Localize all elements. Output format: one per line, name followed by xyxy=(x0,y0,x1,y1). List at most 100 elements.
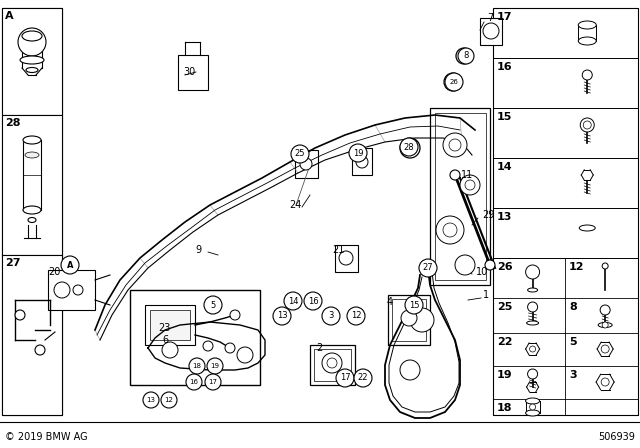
Text: 13: 13 xyxy=(276,311,287,320)
Ellipse shape xyxy=(26,68,38,73)
Text: 17: 17 xyxy=(340,374,350,383)
Bar xyxy=(48,270,95,310)
Circle shape xyxy=(161,392,177,408)
Ellipse shape xyxy=(598,323,612,327)
Circle shape xyxy=(349,144,367,162)
Text: 6: 6 xyxy=(162,335,168,345)
Circle shape xyxy=(54,282,70,298)
Circle shape xyxy=(354,369,372,387)
Bar xyxy=(388,295,430,345)
Circle shape xyxy=(322,307,340,325)
Text: 28: 28 xyxy=(5,118,20,128)
Circle shape xyxy=(458,48,474,64)
Bar xyxy=(150,310,190,340)
Circle shape xyxy=(304,292,322,310)
Text: 17: 17 xyxy=(497,12,513,22)
Circle shape xyxy=(601,345,609,353)
Ellipse shape xyxy=(28,217,36,223)
Text: 18: 18 xyxy=(497,403,513,413)
Text: 2: 2 xyxy=(316,343,323,353)
Bar xyxy=(2,8,62,115)
Text: 12: 12 xyxy=(569,262,584,272)
Text: 20: 20 xyxy=(48,267,60,277)
Circle shape xyxy=(327,358,337,368)
Circle shape xyxy=(580,118,595,132)
Text: 8: 8 xyxy=(569,302,577,312)
Ellipse shape xyxy=(25,152,39,158)
Circle shape xyxy=(225,343,235,353)
Bar xyxy=(2,115,62,255)
Circle shape xyxy=(186,374,202,390)
Circle shape xyxy=(400,138,420,158)
Text: 506939: 506939 xyxy=(598,432,635,442)
Circle shape xyxy=(35,345,45,355)
Text: 26: 26 xyxy=(497,262,513,272)
Circle shape xyxy=(485,260,495,270)
Circle shape xyxy=(445,73,463,91)
Circle shape xyxy=(450,170,460,180)
Circle shape xyxy=(205,374,221,390)
Circle shape xyxy=(291,145,309,163)
Text: 16: 16 xyxy=(497,62,513,72)
Text: 14: 14 xyxy=(288,297,298,306)
Text: 9: 9 xyxy=(195,245,201,255)
Text: 30: 30 xyxy=(183,67,195,77)
Ellipse shape xyxy=(579,21,596,29)
Text: 27: 27 xyxy=(422,263,433,272)
Text: 3: 3 xyxy=(569,370,577,380)
Ellipse shape xyxy=(527,321,539,325)
Ellipse shape xyxy=(579,37,596,45)
Circle shape xyxy=(143,392,159,408)
Text: 4: 4 xyxy=(387,297,393,307)
Text: 19: 19 xyxy=(211,363,220,369)
Circle shape xyxy=(237,347,253,363)
Bar xyxy=(145,305,195,345)
Circle shape xyxy=(443,133,467,157)
Text: 3: 3 xyxy=(328,311,333,320)
Circle shape xyxy=(405,296,423,314)
Text: 1: 1 xyxy=(483,290,489,300)
Text: 16: 16 xyxy=(308,297,318,306)
Text: 5: 5 xyxy=(569,337,577,347)
Circle shape xyxy=(336,369,354,387)
Text: 27: 27 xyxy=(5,258,20,268)
Text: A: A xyxy=(5,11,13,21)
Ellipse shape xyxy=(579,225,595,231)
Bar xyxy=(314,349,351,381)
Circle shape xyxy=(15,310,25,320)
Text: 19: 19 xyxy=(353,148,364,158)
Circle shape xyxy=(400,360,420,380)
Ellipse shape xyxy=(20,56,44,64)
Ellipse shape xyxy=(23,136,41,144)
Text: 28: 28 xyxy=(404,142,414,151)
Text: 22: 22 xyxy=(497,337,513,347)
Circle shape xyxy=(449,139,461,151)
Text: 22: 22 xyxy=(358,374,368,383)
Ellipse shape xyxy=(525,410,540,416)
Circle shape xyxy=(455,255,475,275)
Bar xyxy=(392,299,426,341)
Text: 7: 7 xyxy=(487,13,493,23)
Bar xyxy=(2,255,62,415)
Bar xyxy=(310,345,355,385)
Circle shape xyxy=(73,285,83,295)
Text: 8: 8 xyxy=(463,52,468,60)
Circle shape xyxy=(530,346,536,352)
Ellipse shape xyxy=(22,31,42,41)
Circle shape xyxy=(230,310,240,320)
Text: 29: 29 xyxy=(482,210,494,220)
Circle shape xyxy=(419,259,437,277)
Circle shape xyxy=(322,353,342,373)
Text: 19: 19 xyxy=(497,370,513,380)
Circle shape xyxy=(339,251,353,265)
Text: 15: 15 xyxy=(497,112,513,122)
Text: 26: 26 xyxy=(449,79,458,85)
Circle shape xyxy=(456,48,472,64)
Circle shape xyxy=(583,121,591,129)
Circle shape xyxy=(405,143,415,153)
Text: 16: 16 xyxy=(189,379,198,385)
Bar xyxy=(295,150,318,178)
Text: 15: 15 xyxy=(409,301,419,310)
Text: 10: 10 xyxy=(476,267,488,277)
Circle shape xyxy=(61,256,79,274)
